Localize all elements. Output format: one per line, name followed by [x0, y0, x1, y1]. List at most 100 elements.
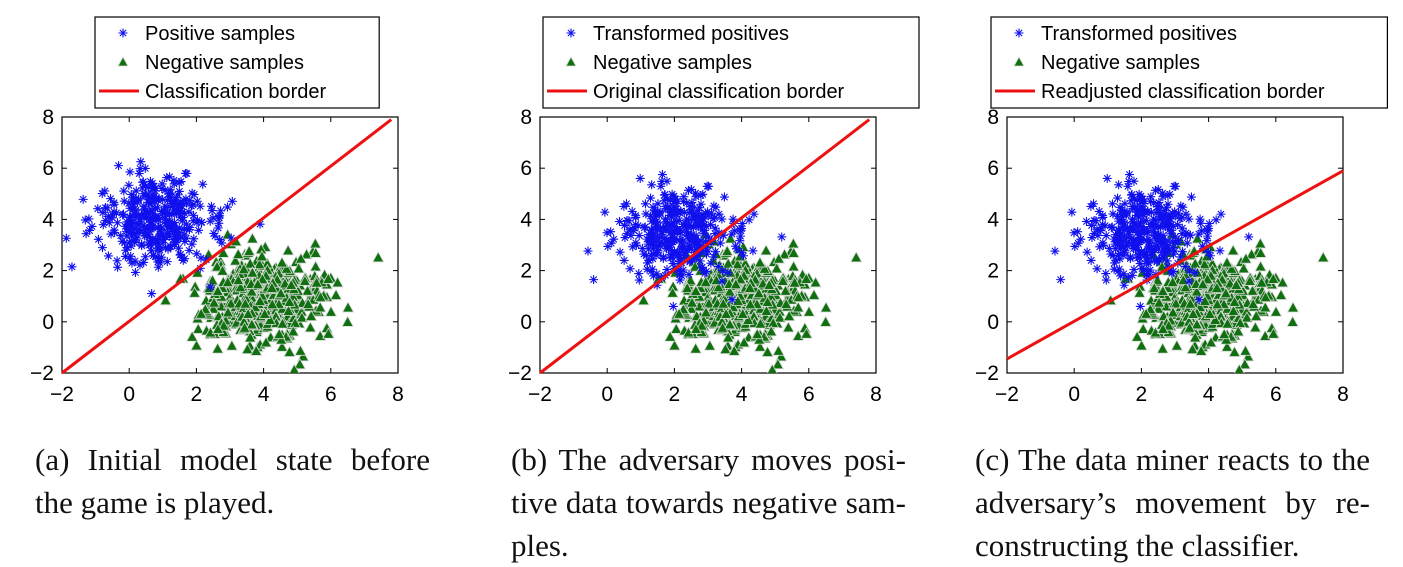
- data-point: [1164, 210, 1174, 220]
- data-point: [1113, 250, 1123, 260]
- data-point: [1120, 225, 1130, 235]
- legend-label: Classification border: [145, 81, 327, 103]
- data-point: [180, 254, 190, 264]
- data-point: [134, 219, 144, 229]
- data-point: [653, 246, 663, 256]
- data-point: [125, 203, 135, 213]
- data-point: [652, 269, 662, 279]
- data-point: [1249, 321, 1262, 333]
- data-point: [1190, 318, 1204, 330]
- data-point: [1106, 249, 1116, 259]
- data-point: [140, 163, 150, 173]
- data-point: [714, 209, 724, 219]
- data-point: [1239, 252, 1253, 264]
- data-point: [681, 281, 694, 294]
- data-point: [709, 201, 719, 211]
- legend-asterisk-swatch: [1014, 28, 1024, 38]
- data-point: [1141, 216, 1151, 226]
- data-point: [669, 246, 679, 256]
- data-point: [761, 345, 774, 357]
- data-point: [182, 219, 192, 229]
- data-point: [1134, 212, 1144, 222]
- data-point: [717, 276, 727, 286]
- data-point: [169, 198, 179, 208]
- data-point: [122, 217, 132, 227]
- data-point: [158, 194, 168, 204]
- data-point: [1129, 176, 1139, 186]
- data-point: [1129, 224, 1139, 234]
- data-point: [158, 238, 168, 248]
- legend-label: Readjusted classification border: [1041, 81, 1325, 103]
- data-point: [744, 297, 757, 310]
- data-point: [1177, 247, 1187, 257]
- data-point: [1128, 222, 1138, 232]
- data-point: [239, 297, 252, 309]
- data-point: [1087, 220, 1097, 230]
- data-point: [232, 273, 245, 286]
- data-point: [696, 199, 706, 209]
- data-point: [98, 208, 108, 218]
- data-point: [697, 210, 707, 220]
- data-point: [647, 264, 657, 274]
- data-point: [767, 363, 778, 373]
- data-point: [174, 228, 184, 238]
- x-tick-label: 6: [803, 383, 815, 406]
- data-point: [741, 313, 755, 325]
- data-point: [156, 252, 166, 262]
- data-point: [1267, 327, 1280, 339]
- data-point: [282, 304, 295, 316]
- data-point: [648, 229, 658, 239]
- data-point: [1167, 225, 1177, 235]
- data-point: [637, 293, 650, 306]
- data-point: [130, 256, 140, 266]
- data-point: [1139, 307, 1153, 319]
- data-point: [704, 181, 714, 191]
- data-point: [683, 231, 693, 241]
- data-point: [1113, 193, 1123, 203]
- data-point: [1104, 244, 1114, 254]
- data-point: [109, 198, 119, 208]
- data-point: [629, 223, 639, 233]
- data-point: [143, 223, 153, 233]
- data-point: [723, 285, 736, 297]
- data-point: [662, 176, 672, 186]
- data-point: [169, 231, 179, 241]
- data-point: [154, 193, 164, 203]
- data-point: [631, 238, 641, 248]
- data-point: [131, 212, 141, 222]
- data-point: [121, 226, 131, 236]
- data-point: [660, 190, 670, 200]
- data-point: [671, 204, 681, 214]
- data-point: [1203, 247, 1213, 257]
- data-point: [1129, 194, 1139, 204]
- y-tick-label: 2: [520, 260, 532, 283]
- data-point: [1124, 227, 1134, 237]
- positive-samples-series: [62, 157, 265, 299]
- data-point: [241, 307, 255, 319]
- data-point: [1202, 236, 1212, 246]
- data-point: [288, 316, 302, 328]
- data-point: [1118, 217, 1128, 227]
- data-point: [198, 179, 208, 189]
- data-point: [663, 330, 677, 342]
- data-point: [144, 182, 154, 192]
- data-point: [137, 183, 147, 193]
- data-point: [103, 211, 113, 221]
- data-point: [100, 216, 110, 226]
- data-point: [1119, 242, 1129, 252]
- data-point: [1139, 199, 1149, 209]
- data-point: [631, 211, 641, 221]
- data-point: [1136, 234, 1146, 244]
- data-point: [1133, 195, 1142, 205]
- data-point: [736, 307, 749, 319]
- data-point: [162, 229, 172, 239]
- data-point: [761, 295, 774, 307]
- data-point: [1169, 249, 1179, 259]
- data-point: [701, 266, 711, 276]
- data-point: [275, 256, 289, 268]
- data-point: [718, 266, 728, 276]
- x-tick-label: 2: [669, 383, 681, 406]
- data-point: [1220, 333, 1233, 345]
- data-point: [735, 231, 745, 241]
- plot-frame: [1006, 116, 1344, 374]
